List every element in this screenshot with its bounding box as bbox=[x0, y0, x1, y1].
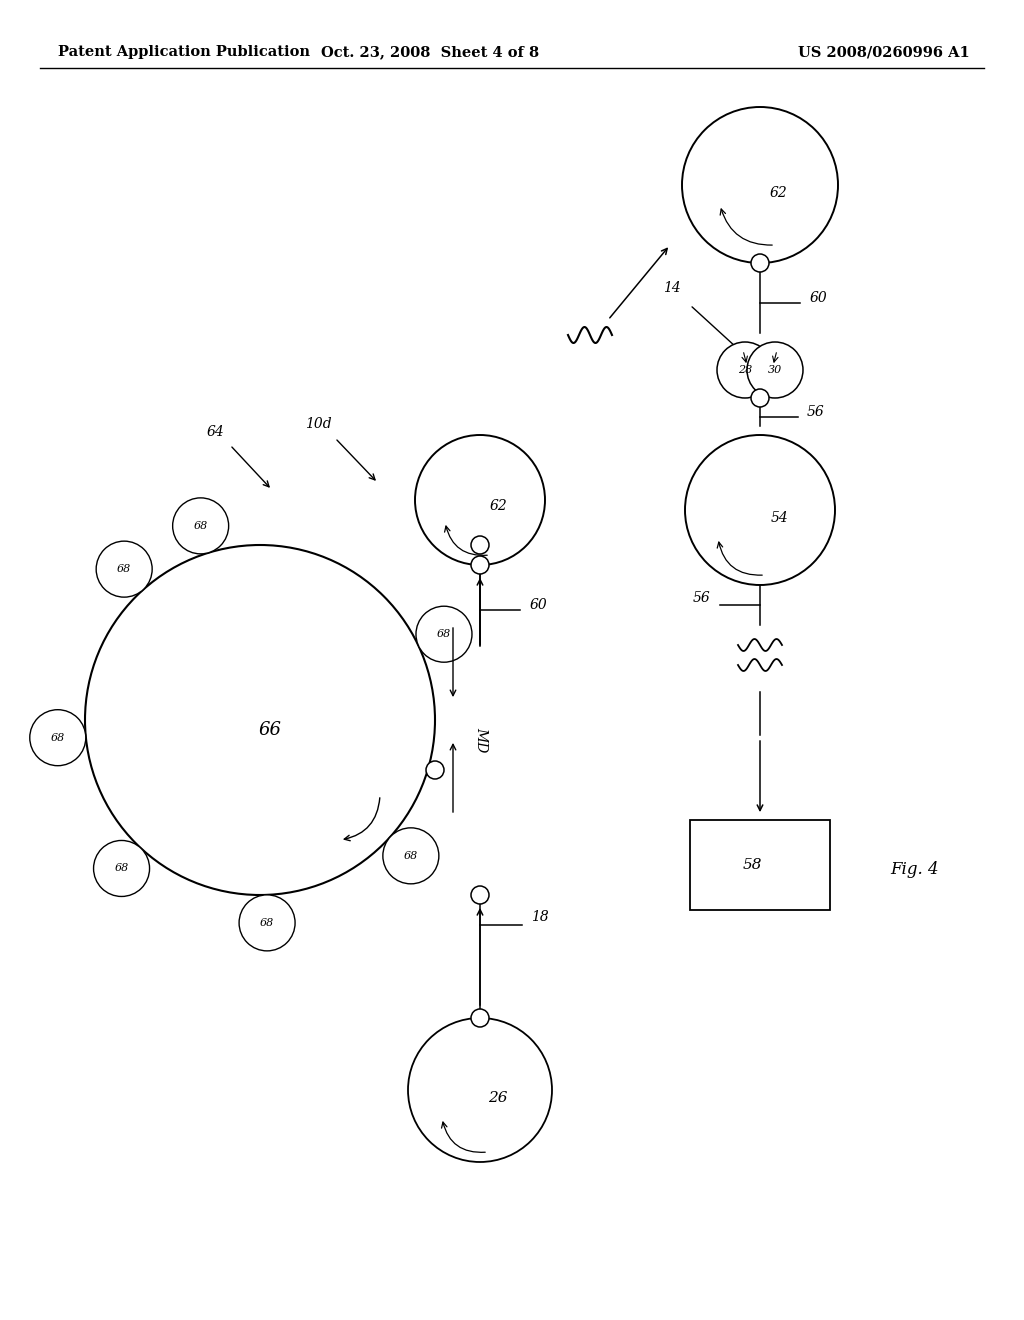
Text: 68: 68 bbox=[50, 733, 65, 743]
Circle shape bbox=[383, 828, 439, 884]
Circle shape bbox=[415, 436, 545, 565]
Text: 56: 56 bbox=[807, 404, 825, 418]
Text: 62: 62 bbox=[489, 499, 507, 513]
Circle shape bbox=[30, 710, 86, 766]
Circle shape bbox=[471, 1008, 489, 1027]
Circle shape bbox=[173, 498, 228, 554]
Circle shape bbox=[682, 107, 838, 263]
Text: 66: 66 bbox=[258, 721, 282, 739]
Circle shape bbox=[471, 536, 489, 554]
Text: 68: 68 bbox=[115, 863, 129, 874]
Text: 10d: 10d bbox=[305, 417, 332, 432]
Circle shape bbox=[746, 342, 803, 399]
Circle shape bbox=[426, 762, 444, 779]
Text: 68: 68 bbox=[194, 521, 208, 531]
Text: 62: 62 bbox=[769, 186, 786, 201]
Circle shape bbox=[751, 253, 769, 272]
Text: MD: MD bbox=[474, 727, 488, 752]
Circle shape bbox=[96, 541, 153, 597]
Circle shape bbox=[751, 389, 769, 407]
Text: 30: 30 bbox=[768, 366, 782, 375]
Text: 54: 54 bbox=[771, 511, 788, 525]
Circle shape bbox=[85, 545, 435, 895]
Text: 26: 26 bbox=[488, 1092, 508, 1105]
Text: Fig. 4: Fig. 4 bbox=[890, 862, 939, 879]
Text: 18: 18 bbox=[531, 909, 549, 924]
Text: 68: 68 bbox=[437, 630, 452, 639]
Circle shape bbox=[471, 556, 489, 574]
Circle shape bbox=[717, 342, 773, 399]
Text: US 2008/0260996 A1: US 2008/0260996 A1 bbox=[799, 45, 970, 59]
Text: Patent Application Publication: Patent Application Publication bbox=[58, 45, 310, 59]
Circle shape bbox=[408, 1018, 552, 1162]
Circle shape bbox=[471, 886, 489, 904]
Circle shape bbox=[685, 436, 835, 585]
Text: 64: 64 bbox=[206, 425, 224, 440]
Text: 68: 68 bbox=[403, 851, 418, 861]
Text: 14: 14 bbox=[664, 281, 681, 294]
Circle shape bbox=[93, 841, 150, 896]
Text: 68: 68 bbox=[260, 917, 274, 928]
Text: 60: 60 bbox=[809, 290, 826, 305]
Circle shape bbox=[239, 895, 295, 950]
Text: Oct. 23, 2008  Sheet 4 of 8: Oct. 23, 2008 Sheet 4 of 8 bbox=[321, 45, 539, 59]
Text: 56: 56 bbox=[693, 591, 711, 605]
Text: 68: 68 bbox=[117, 564, 131, 574]
Text: 58: 58 bbox=[742, 858, 762, 873]
Circle shape bbox=[416, 606, 472, 663]
Text: 60: 60 bbox=[529, 598, 547, 612]
Text: 28: 28 bbox=[738, 366, 752, 375]
